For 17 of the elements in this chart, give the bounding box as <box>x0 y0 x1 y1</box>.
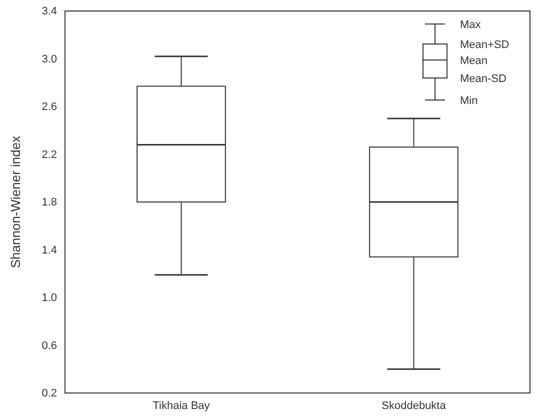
x-tick-label: Skoddebukta <box>382 400 447 412</box>
y-tick-label: 3.4 <box>42 6 57 18</box>
annotation: Mean-SD <box>460 72 507 85</box>
y-tick-label: 1.8 <box>42 196 57 209</box>
x-tick-label: Tikhaia Bay <box>152 400 210 412</box>
annotation: Max <box>460 18 482 31</box>
y-tick-label: 0.2 <box>42 388 57 400</box>
y-tick-label: 1.0 <box>42 292 57 304</box>
annotation: Min <box>460 94 478 107</box>
y-tick-label: 3.0 <box>42 53 57 66</box>
y-tick-label: 2.2 <box>42 148 57 161</box>
y-axis-title: Shannon-Wiener index <box>8 135 23 268</box>
y-tick-label: 2.6 <box>42 101 57 114</box>
y-tick-label: 1.4 <box>42 244 57 256</box>
y-tick-label: 0.6 <box>42 340 57 352</box>
annotation: Mean+SD <box>460 38 510 51</box>
annotation: Mean <box>460 54 488 67</box>
